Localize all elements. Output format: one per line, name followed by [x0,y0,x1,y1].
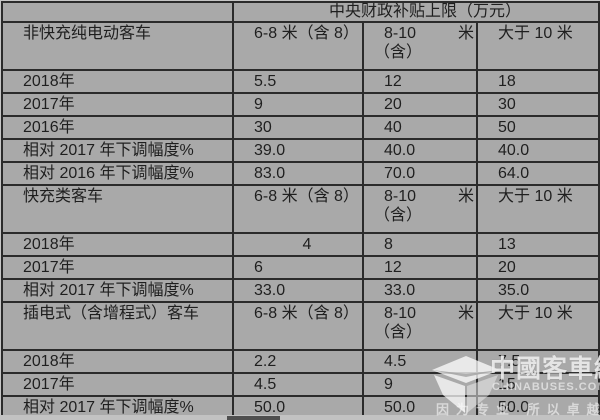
size-header-line1: 8-10 米 [384,188,474,206]
year-label-cell: 2018年 [1,69,234,95]
value-cell: 15 [475,372,600,398]
reduction-label-cell: 相对 2016 年下调幅度% [1,161,234,187]
table-row: 中央财政补贴上限（万元） [1,0,600,24]
value-cell: 9 [232,92,364,118]
size-range: 8-10 [384,188,417,206]
value-cell: 4.5 [232,372,364,398]
value-cell: 50 [475,115,600,141]
size-header-cell: 6-8 米（含 8） [232,301,364,352]
year-label-cell: 2017年 [1,372,234,398]
size-range: 8-10 [384,305,417,323]
size-unit: 米 [457,188,474,206]
year-label-cell: 2017年 [1,255,234,281]
value-cell: 13 [475,232,600,258]
value-cell: 6 [232,255,364,281]
value-cell: 8 [362,232,478,258]
size-header-cell: 8-10 米 （含） [362,301,478,352]
table-row: 非快充纯电动客车 6-8 米（含 8） 8-10 米 （含） 大于 10 米 [1,21,600,72]
table-row: 快充类客车 6-8 米（含 8） 8-10 米 （含） 大于 10 米 [1,184,600,235]
table-row: 插电式（含增程式）客车 6-8 米（含 8） 8-10 米 （含） 大于 10 米 [1,301,600,352]
value-cell: 4 [232,232,364,258]
value-cell: 64.0 [475,161,600,187]
value-cell: 39.0 [232,138,364,164]
size-header-cell: 大于 10 米 [475,184,600,235]
size-header-line2: （含） [374,323,423,341]
cropped-element-stub [227,416,280,420]
table-row: 2018年 5.5 12 18 [1,69,600,95]
value-cell: 83.0 [232,161,364,187]
table-row: 2017年 6 12 20 [1,255,600,281]
table-row: 2017年 4.5 9 15 [1,372,600,398]
size-header-line1: 8-10 米 [384,25,474,43]
value-cell: 30 [232,115,364,141]
size-header-cell: 6-8 米（含 8） [232,184,364,235]
table-row: 2018年 4 8 13 [1,232,600,258]
value-cell: 20 [475,255,600,281]
size-header-cell: 8-10 米 （含） [362,21,478,72]
year-label-cell: 2018年 [1,232,234,258]
value-cell: 2.2 [232,349,364,375]
value-cell: 7.5 [475,349,600,375]
value-cell: 30 [475,92,600,118]
value-cell: 40 [362,115,478,141]
size-header-cell: 大于 10 米 [475,301,600,352]
size-header-cell: 大于 10 米 [475,21,600,72]
section-name-cell: 非快充纯电动客车 [1,21,234,72]
corner-cell [1,0,234,24]
value-cell: 12 [362,69,478,95]
size-header-cell: 8-10 米 （含） [362,184,478,235]
table-row: 相对 2017 年下调幅度% 33.0 33.0 35.0 [1,278,600,304]
size-header-line2: （含） [374,206,423,224]
year-label-cell: 2016年 [1,115,234,141]
table-title: 中央财政补贴上限（万元） [231,0,600,24]
size-header-cell: 6-8 米（含 8） [232,21,364,72]
size-unit: 米 [457,305,474,323]
value-cell: 12 [362,255,478,281]
value-cell: 70.0 [362,161,478,187]
reduction-label-cell: 相对 2017 年下调幅度% [1,138,234,164]
section-name-cell: 插电式（含增程式）客车 [1,301,234,352]
size-unit: 米 [457,25,474,43]
value-cell: 5.5 [232,69,364,95]
table-row: 2016年 30 40 50 [1,115,600,141]
size-range: 8-10 [384,25,417,43]
year-label-cell: 2018年 [1,349,234,375]
section-name-cell: 快充类客车 [1,184,234,235]
table-row: 2018年 2.2 4.5 7.5 [1,349,600,375]
table-row: 2017年 9 20 30 [1,92,600,118]
value-cell: 4.5 [362,349,478,375]
value-cell: 40.0 [362,138,478,164]
table-row: 相对 2017 年下调幅度% 39.0 40.0 40.0 [1,138,600,164]
value-cell: 20 [362,92,478,118]
value-cell: 9 [362,372,478,398]
value-cell: 40.0 [475,138,600,164]
value-cell: 18 [475,69,600,95]
value-cell: 35.0 [475,278,600,304]
value-cell: 33.0 [362,278,478,304]
table-row: 相对 2016 年下调幅度% 83.0 70.0 64.0 [1,161,600,187]
below-table-strip [0,415,600,420]
size-header-line2: （含） [374,43,423,61]
size-header-line1: 8-10 米 [384,305,474,323]
year-label-cell: 2017年 [1,92,234,118]
reduction-label-cell: 相对 2017 年下调幅度% [1,278,234,304]
value-cell: 33.0 [232,278,364,304]
